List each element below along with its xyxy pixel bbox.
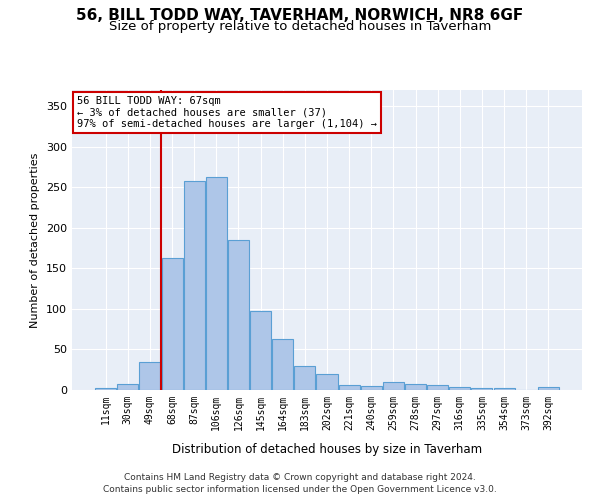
Bar: [449, 387, 470, 390]
Bar: [272, 339, 293, 390]
Text: 56 BILL TODD WAY: 67sqm
← 3% of detached houses are smaller (37)
97% of semi-det: 56 BILL TODD WAY: 67sqm ← 3% of detached…: [77, 96, 377, 129]
Bar: [538, 387, 559, 390]
Bar: [383, 382, 404, 390]
Bar: [95, 388, 116, 390]
Bar: [295, 366, 316, 390]
Text: Contains public sector information licensed under the Open Government Licence v3: Contains public sector information licen…: [103, 485, 497, 494]
Bar: [472, 388, 493, 390]
Bar: [206, 177, 227, 390]
Bar: [184, 181, 205, 390]
Text: Size of property relative to detached houses in Taverham: Size of property relative to detached ho…: [109, 20, 491, 33]
Bar: [316, 374, 338, 390]
Bar: [361, 386, 382, 390]
Text: 56, BILL TODD WAY, TAVERHAM, NORWICH, NR8 6GF: 56, BILL TODD WAY, TAVERHAM, NORWICH, NR…: [76, 8, 524, 22]
Bar: [228, 240, 249, 390]
Text: Contains HM Land Registry data © Crown copyright and database right 2024.: Contains HM Land Registry data © Crown c…: [124, 472, 476, 482]
Y-axis label: Number of detached properties: Number of detached properties: [31, 152, 40, 328]
Bar: [338, 385, 359, 390]
Bar: [118, 384, 139, 390]
Text: Distribution of detached houses by size in Taverham: Distribution of detached houses by size …: [172, 442, 482, 456]
Bar: [405, 384, 426, 390]
Bar: [494, 388, 515, 390]
Bar: [161, 258, 182, 390]
Bar: [250, 312, 271, 390]
Bar: [427, 385, 448, 390]
Bar: [139, 362, 160, 390]
